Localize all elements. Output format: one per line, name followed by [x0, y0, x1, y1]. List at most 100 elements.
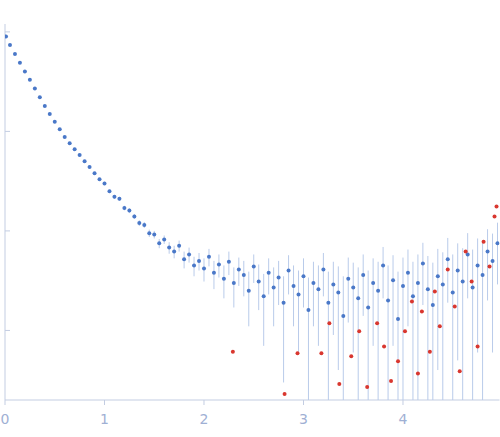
x-tick — [104, 400, 105, 405]
point — [436, 274, 440, 278]
point — [389, 379, 393, 383]
point — [357, 329, 361, 333]
x-tick — [303, 400, 304, 405]
point — [428, 350, 432, 354]
point — [416, 281, 420, 285]
error-bar — [243, 261, 244, 296]
error-bar — [338, 266, 339, 370]
point — [187, 252, 191, 256]
point — [421, 262, 425, 266]
point — [441, 282, 445, 286]
x-tick-label: 0 — [1, 411, 10, 427]
error-bar — [412, 262, 413, 400]
point — [391, 278, 395, 282]
point — [461, 280, 465, 284]
point — [252, 264, 256, 268]
point — [117, 197, 121, 201]
error-bar — [417, 254, 418, 400]
error-bar — [407, 250, 408, 327]
point — [48, 112, 52, 116]
point — [311, 281, 315, 285]
point — [296, 351, 300, 355]
point — [98, 177, 102, 181]
point — [331, 282, 335, 286]
point — [376, 289, 380, 293]
point — [365, 385, 369, 389]
y-tick — [5, 131, 10, 132]
point — [396, 317, 400, 321]
point — [341, 314, 345, 318]
point — [127, 209, 131, 213]
error-bar — [303, 258, 304, 307]
point — [488, 264, 492, 268]
point — [83, 159, 87, 163]
error-bar — [328, 272, 329, 400]
error-bar — [258, 264, 259, 310]
error-bar — [213, 261, 214, 289]
point — [482, 240, 486, 244]
error-bar — [323, 253, 324, 296]
error-bar — [363, 254, 364, 315]
point — [396, 359, 400, 363]
point — [257, 280, 261, 284]
point — [68, 141, 72, 145]
point — [420, 309, 424, 313]
point — [18, 61, 22, 65]
y-tick — [5, 230, 10, 231]
error-bar — [263, 274, 264, 346]
point — [456, 269, 460, 273]
point — [327, 321, 331, 325]
point — [43, 104, 47, 108]
point — [491, 259, 495, 263]
point — [316, 287, 320, 291]
point — [217, 262, 221, 266]
x-tick-label: 3 — [299, 411, 308, 427]
point — [356, 296, 360, 300]
point — [23, 69, 27, 73]
point — [53, 120, 57, 124]
point — [152, 233, 156, 237]
error-bar — [497, 223, 498, 285]
error-bar — [457, 243, 458, 360]
point — [375, 321, 379, 325]
point — [410, 300, 414, 304]
error-bar — [432, 263, 433, 400]
point — [63, 135, 67, 139]
point — [283, 392, 287, 396]
point — [301, 274, 305, 278]
point — [386, 298, 390, 302]
point — [197, 259, 201, 263]
error-bar — [452, 254, 453, 400]
point — [33, 86, 37, 90]
point — [28, 78, 32, 82]
point — [272, 286, 276, 290]
point — [102, 181, 106, 185]
x-tick — [5, 400, 6, 405]
point — [464, 250, 468, 254]
point — [346, 277, 350, 281]
x-tick — [203, 400, 204, 405]
point — [282, 301, 286, 305]
point — [277, 276, 281, 280]
error-bar — [373, 258, 374, 345]
point — [426, 287, 430, 291]
point — [242, 273, 246, 277]
error-bar — [233, 267, 234, 307]
point — [297, 292, 301, 296]
point — [122, 206, 126, 210]
error-bar — [402, 258, 403, 400]
point — [107, 189, 111, 193]
point — [202, 266, 206, 270]
point — [177, 244, 181, 248]
point — [401, 284, 405, 288]
x-axis — [5, 400, 500, 401]
point — [247, 289, 251, 293]
point — [78, 153, 82, 157]
error-bar — [333, 262, 334, 335]
error-bar — [467, 233, 468, 298]
point — [433, 290, 437, 294]
error-bar — [427, 256, 428, 400]
error-bar — [492, 234, 493, 353]
error-bar — [442, 252, 443, 400]
error-bar — [343, 276, 344, 400]
